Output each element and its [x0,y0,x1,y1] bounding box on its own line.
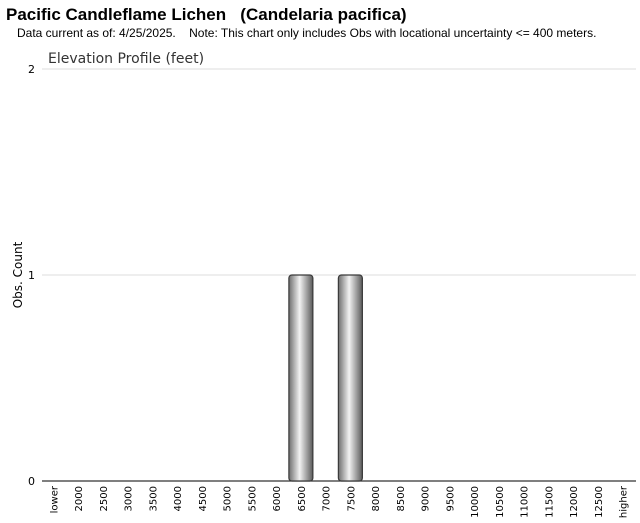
x-tick-label: 10000 [470,486,481,518]
x-tick-label: 11500 [544,486,555,518]
x-tick-label: 8000 [371,486,382,511]
x-tick-label: lower [49,485,60,513]
chart-title-header: Pacific Candleflame Lichen (Candelaria p… [6,5,407,24]
y-axis-label: Obs. Count [11,241,25,308]
x-tick-label: 6500 [297,486,308,511]
x-tick-label: 12000 [569,486,580,518]
x-tick-label: 4500 [198,486,209,511]
x-tick-label: 11000 [520,486,531,518]
x-tick-label: 9000 [421,486,432,511]
x-tick-label: 2500 [99,486,110,511]
x-tick-label: 8500 [396,486,407,511]
x-tick-label: 10500 [495,486,506,518]
x-tick-label: 3000 [124,486,135,511]
x-tick-label: 4000 [173,486,184,511]
x-tick-label: 5000 [223,486,234,511]
y-tick-label: 1 [28,269,35,282]
y-tick-label: 2 [28,63,35,76]
x-tick-label: 7000 [322,486,333,511]
chart-title: Elevation Profile (feet) [48,51,204,67]
x-tick-label: 2000 [74,486,85,511]
x-tick-label: 12500 [594,486,605,518]
x-tick-label: 5500 [247,486,258,511]
data-note: Data current as of: 4/25/2025. Note: Thi… [17,26,597,40]
x-tick-label: 6000 [272,486,283,511]
x-tick-label: higher [619,485,630,518]
x-tick-label: 3500 [148,486,159,511]
x-tick-label: 7500 [346,486,357,511]
bar-7500 [337,274,363,482]
y-tick-label: 0 [28,475,35,488]
x-tick-label: 9500 [445,486,456,511]
bar-6500 [288,274,314,482]
